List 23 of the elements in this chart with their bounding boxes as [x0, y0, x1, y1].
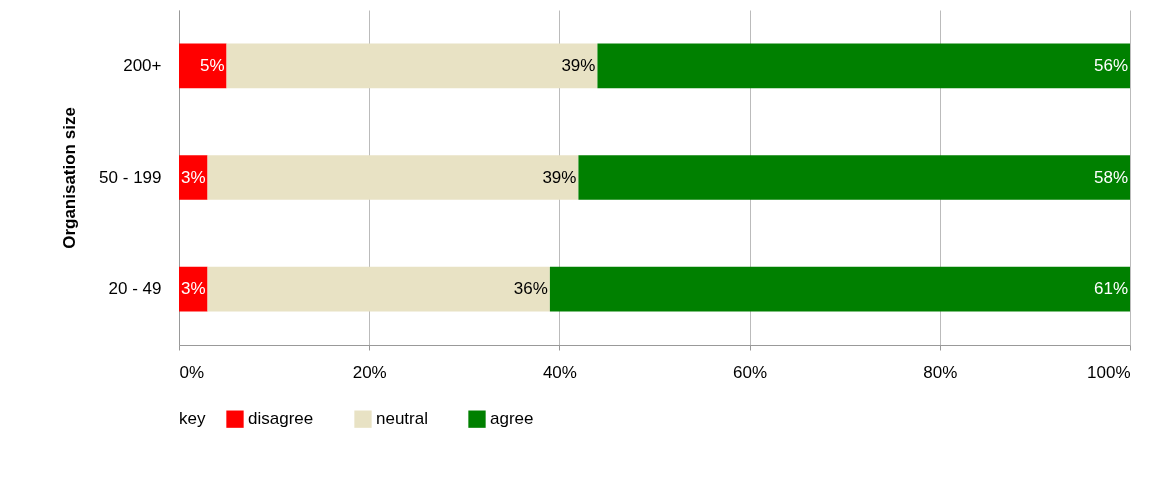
x-tick-label: 60%	[733, 362, 768, 382]
legend-label: disagree	[248, 409, 314, 429]
y-axis-title: Organisation size	[60, 107, 80, 249]
legend-label: neutral	[376, 409, 428, 429]
data-label: 39%	[561, 55, 596, 75]
data-label: 3%	[180, 167, 206, 187]
data-label: 39%	[542, 167, 577, 187]
x-tick-label: 0%	[179, 362, 205, 382]
x-tick-label: 80%	[923, 362, 958, 382]
x-tick-label: 20%	[352, 362, 387, 382]
y-tick-label: 200+	[123, 55, 162, 75]
y-tick-label: 50 - 199	[99, 167, 162, 187]
x-tick-label: 40%	[542, 362, 577, 382]
data-label: 61%	[1093, 279, 1128, 299]
x-tick-label: 100%	[1087, 362, 1131, 382]
data-label: 56%	[1093, 55, 1128, 75]
data-label: 5%	[199, 55, 225, 75]
y-tick-label: 20 - 49	[108, 279, 162, 299]
data-label: 58%	[1093, 167, 1128, 187]
legend-label: agree	[490, 409, 534, 429]
data-label: 36%	[513, 279, 548, 299]
legend-title: key	[179, 409, 206, 428]
data-label: 3%	[180, 279, 206, 299]
